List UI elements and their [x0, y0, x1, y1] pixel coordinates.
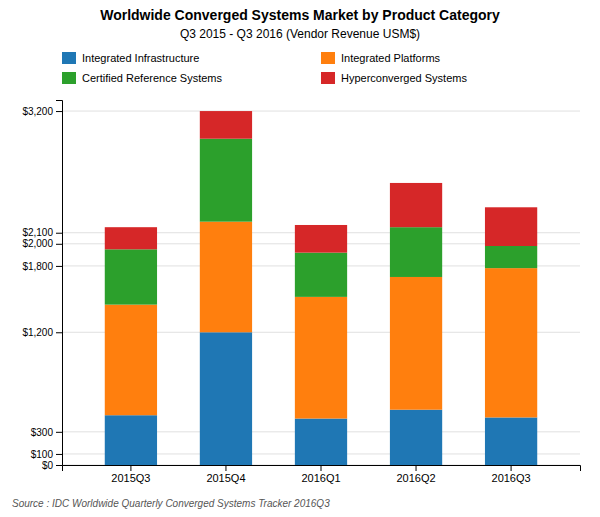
- legend-swatch: [62, 72, 76, 84]
- chart: Worldwide Converged Systems Market by Pr…: [0, 0, 600, 517]
- tick: $2,000: [22, 238, 62, 249]
- axis-line: [56, 101, 63, 466]
- legend-swatch: [62, 52, 76, 64]
- bar: [485, 207, 537, 246]
- tick: $0: [42, 460, 62, 471]
- tick-label: $1,200: [22, 327, 53, 338]
- annotation: Source : IDC Worldwide Quarterly Converg…: [12, 498, 330, 509]
- legend-item: Certified Reference Systems: [62, 72, 222, 84]
- tick: 2016Q1: [301, 465, 340, 484]
- tick: 2016Q2: [396, 465, 435, 484]
- tick-label: 2016Q1: [301, 472, 340, 484]
- tick-label: $2,100: [22, 227, 53, 238]
- tick-mark: [56, 111, 62, 112]
- legend-item: Integrated Platforms: [321, 52, 441, 64]
- legend-item: Hyperconverged Systems: [321, 72, 467, 84]
- tick-mark: [56, 266, 62, 267]
- series: [105, 111, 537, 253]
- tick-label: $0: [42, 460, 54, 471]
- tick-label: 2016Q2: [396, 472, 435, 484]
- grid-line: [62, 111, 580, 112]
- bar: [295, 419, 347, 465]
- tick-mark: [56, 454, 62, 455]
- tick-mark: [321, 465, 322, 471]
- tick: $3,200: [22, 106, 62, 117]
- tick: 2015Q3: [111, 465, 150, 484]
- tick-mark: [56, 233, 62, 234]
- tick-label: $100: [31, 449, 54, 460]
- tick-mark: [130, 465, 131, 471]
- bar: [295, 225, 347, 253]
- bar: [105, 415, 157, 465]
- legend-label: Hyperconverged Systems: [341, 72, 467, 84]
- legend-label: Integrated Platforms: [341, 52, 441, 64]
- bar: [105, 305, 157, 416]
- tick: 2016Q3: [492, 465, 531, 484]
- axis-line: [63, 466, 581, 472]
- bar: [295, 253, 347, 297]
- tick: $300: [31, 427, 62, 438]
- tick-label: $3,200: [22, 106, 53, 117]
- bar: [200, 222, 252, 333]
- bar: [105, 249, 157, 304]
- tick: $2,100: [22, 227, 62, 238]
- bar: [105, 227, 157, 249]
- legend: Integrated Infrastructure Integrated Plat…: [62, 52, 467, 84]
- tick-mark: [56, 465, 62, 466]
- tick-mark: [225, 465, 226, 471]
- tick-mark: [416, 465, 417, 471]
- grid: [62, 111, 580, 465]
- tick-mark: [56, 332, 62, 333]
- bar: [485, 268, 537, 417]
- plot: 2015Q3 2015Q4 2016Q1 2016Q2 2016Q3 $0$100 $300…: [22, 101, 580, 484]
- legend-swatch: [321, 52, 335, 64]
- tick-mark: [56, 432, 62, 433]
- x-axis: 2015Q3 2015Q4 2016Q1 2016Q2 2016Q3: [63, 465, 581, 484]
- legend-swatch: [321, 72, 335, 84]
- subtitle: Q3 2015 - Q3 2016 (Vendor Revenue USM$): [180, 27, 420, 41]
- bar: [485, 417, 537, 465]
- bar: [485, 246, 537, 268]
- bar: [390, 410, 442, 465]
- bar: [295, 297, 347, 419]
- tick-label: 2015Q3: [111, 472, 150, 484]
- tick: $1,800: [22, 261, 62, 272]
- legend-item: Integrated Infrastructure: [62, 52, 199, 64]
- series: [105, 222, 537, 419]
- bar: [390, 277, 442, 410]
- tick-label: $2,000: [22, 238, 53, 249]
- tick-label: $300: [31, 427, 54, 438]
- tick: $100: [31, 449, 62, 460]
- bar: [200, 139, 252, 222]
- legend-label: Integrated Infrastructure: [82, 52, 199, 64]
- series: [105, 139, 537, 305]
- tick-label: 2015Q4: [206, 472, 245, 484]
- tick-label: 2016Q3: [492, 472, 531, 484]
- bars: [105, 111, 537, 465]
- bar: [200, 332, 252, 465]
- tick-label: $1,800: [22, 261, 53, 272]
- bar: [390, 227, 442, 277]
- legend-label: Certified Reference Systems: [82, 72, 222, 84]
- y-axis: $0$100 $300 $1,200 $1,800 $2,000$2,100 $3,200: [22, 101, 62, 471]
- tick-mark: [56, 244, 62, 245]
- title: Worldwide Converged Systems Market by Pr…: [100, 7, 500, 23]
- bar: [200, 111, 252, 139]
- tick-mark: [511, 465, 512, 471]
- tick: 2015Q4: [206, 465, 245, 484]
- tick: $1,200: [22, 327, 62, 338]
- bar: [390, 183, 442, 227]
